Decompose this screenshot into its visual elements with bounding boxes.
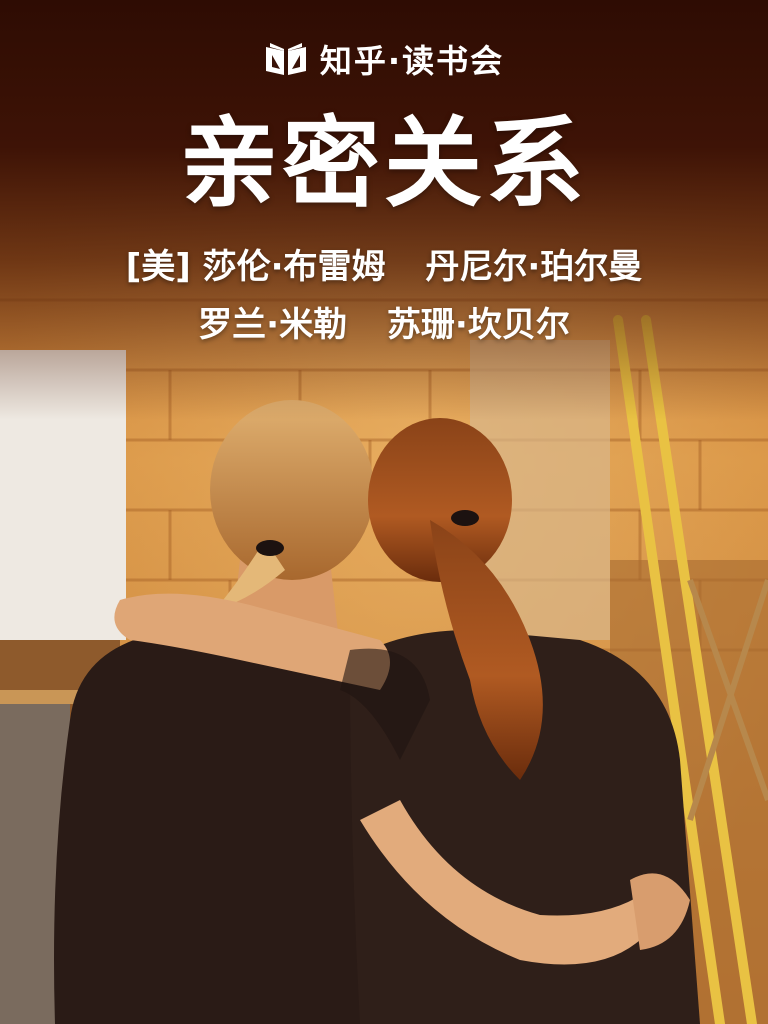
brand-header: 知乎·读书会 (0, 36, 768, 82)
author-name: 丹尼尔·珀尔曼 (425, 247, 643, 287)
author-line-2: 罗兰·米勒 苏珊·坎贝尔 (0, 296, 768, 354)
author-list: [美] 莎伦·布雷姆 丹尼尔·珀尔曼 罗兰·米勒 苏珊·坎贝尔 (0, 238, 768, 354)
brand-name: 知乎·读书会 (319, 42, 505, 80)
author-line-1: [美] 莎伦·布雷姆 丹尼尔·珀尔曼 (0, 238, 768, 296)
author-name: 罗兰·米勒 (198, 305, 348, 345)
author-name: 苏珊·坎贝尔 (386, 305, 570, 345)
author-name: [美] 莎伦·布雷姆 (125, 247, 386, 287)
header-gradient (0, 0, 768, 420)
book-title: 亲密关系 (179, 107, 588, 221)
open-book-icon (265, 43, 306, 75)
